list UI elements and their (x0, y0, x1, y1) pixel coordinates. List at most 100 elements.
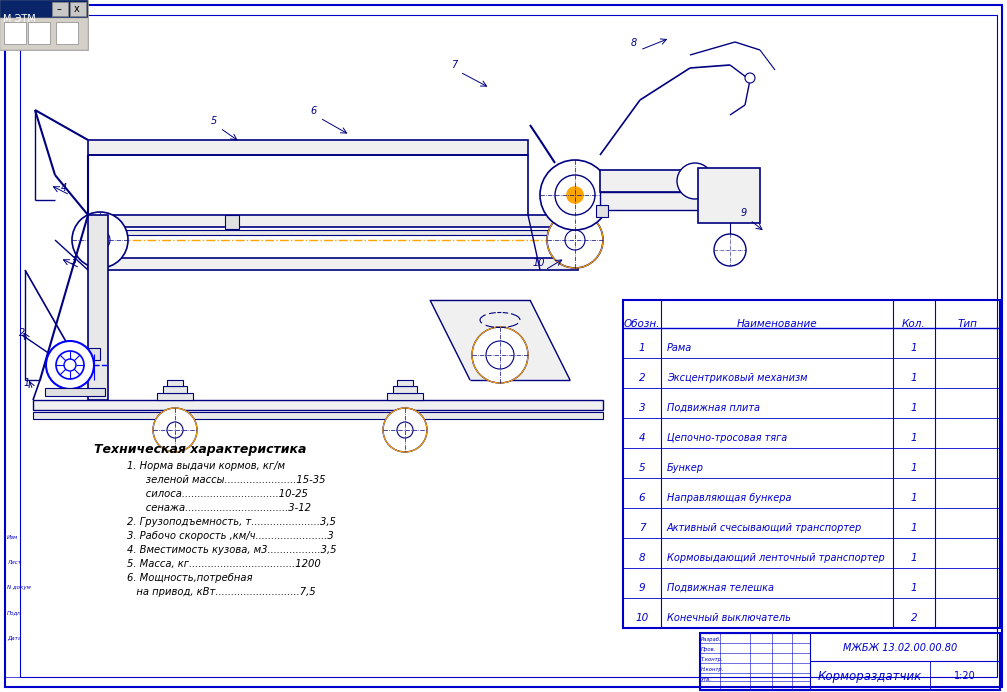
Text: Дата: Дата (7, 635, 21, 640)
Text: Разраб.: Разраб. (701, 637, 722, 642)
Text: Наименование: Наименование (737, 319, 818, 329)
Circle shape (46, 341, 94, 389)
Text: 2: 2 (19, 328, 25, 338)
Text: 5: 5 (210, 116, 218, 126)
Text: 1: 1 (910, 583, 917, 593)
Circle shape (472, 327, 528, 383)
Polygon shape (430, 300, 570, 380)
Text: 3: 3 (70, 256, 78, 266)
Bar (397, 380, 413, 386)
Text: 1: 1 (910, 433, 917, 443)
Text: 10: 10 (533, 258, 545, 268)
Bar (700, 633, 810, 690)
Text: 1: 1 (638, 343, 645, 353)
Text: 4: 4 (638, 433, 645, 443)
Text: сенажа.................................3-12: сенажа.................................3… (127, 503, 311, 513)
Text: 7: 7 (451, 60, 457, 70)
Bar (88, 215, 578, 227)
Text: 3. Рабочо скорость ,км/ч.......................3: 3. Рабочо скорость ,км/ч................… (127, 531, 333, 541)
Text: 1: 1 (910, 553, 917, 563)
Circle shape (90, 230, 110, 250)
Text: 1: 1 (910, 523, 917, 533)
Text: Утв.: Утв. (701, 677, 712, 682)
Text: Лист: Лист (7, 560, 21, 565)
Text: 4: 4 (60, 183, 67, 193)
Text: Н.контр.: Н.контр. (701, 667, 724, 672)
Bar (163, 386, 187, 393)
Bar (600, 170, 700, 192)
Circle shape (567, 187, 583, 203)
Bar (0, 0, 88, 18)
Text: силоса...............................10-25: силоса...............................10-… (127, 489, 308, 499)
Text: Техническая характеристика: Техническая характеристика (94, 443, 306, 456)
Text: Обозн.: Обозн. (623, 319, 661, 329)
Bar (157, 393, 193, 400)
Circle shape (167, 422, 183, 438)
Circle shape (745, 73, 755, 83)
Text: Подп: Подп (7, 610, 22, 615)
Circle shape (547, 212, 603, 268)
Text: 1: 1 (24, 378, 30, 388)
Circle shape (565, 230, 585, 250)
Circle shape (714, 234, 746, 266)
Bar (596, 205, 608, 217)
Bar (88, 140, 528, 155)
Text: 9: 9 (638, 583, 645, 593)
Bar (700, 633, 1000, 690)
Text: 6: 6 (311, 106, 317, 116)
Text: Направляющая бункера: Направляющая бункера (667, 493, 792, 503)
Bar (393, 386, 417, 393)
Circle shape (64, 359, 76, 371)
Text: Кол.: Кол. (902, 319, 925, 329)
Text: 2. Грузоподъемность, т......................3,5: 2. Грузоподъемность, т..................… (127, 517, 336, 527)
Text: Бункер: Бункер (667, 463, 704, 473)
Bar (88, 348, 100, 360)
Circle shape (555, 175, 595, 215)
Bar (70, 2, 86, 16)
Text: 10: 10 (635, 613, 649, 623)
Bar (88, 230, 578, 235)
Text: 3: 3 (638, 403, 645, 413)
Text: Тип: Тип (957, 319, 977, 329)
Text: Кормовыдающий ленточный транспортер: Кормовыдающий ленточный транспортер (667, 553, 885, 563)
Text: 2: 2 (910, 613, 917, 623)
Text: 1:20: 1:20 (954, 671, 976, 681)
Circle shape (540, 160, 610, 230)
Text: Изм: Изм (7, 535, 18, 540)
Text: 1: 1 (910, 343, 917, 353)
Text: N докум: N докум (7, 585, 31, 590)
Bar (88, 258, 578, 270)
Bar (698, 168, 760, 223)
Text: Т.контр.: Т.контр. (701, 657, 724, 662)
Text: Кормораздатчик: Кормораздатчик (818, 670, 922, 683)
Text: 5. Масса, кг..................................1200: 5. Масса, кг............................… (127, 559, 321, 569)
Text: Цепочно-тросовая тяга: Цепочно-тросовая тяга (667, 433, 787, 443)
Text: Подвижная телешка: Подвижная телешка (667, 583, 774, 593)
Bar (33, 412, 603, 419)
Text: Рама: Рама (667, 343, 692, 353)
Text: 8: 8 (630, 38, 637, 48)
Bar (225, 215, 239, 229)
Text: 4. Вместимость кузова, м3.................3,5: 4. Вместимость кузова, м3...............… (127, 545, 336, 555)
Bar (28, 22, 50, 44)
Text: 1: 1 (910, 493, 917, 503)
Text: 6. Мощность,потребная: 6. Мощность,потребная (127, 573, 253, 583)
Text: Пров.: Пров. (701, 647, 716, 652)
Circle shape (56, 351, 84, 379)
Circle shape (677, 163, 713, 199)
Text: на привод, кВт...........................7,5: на привод, кВт..........................… (127, 587, 315, 597)
Bar (5, 15, 20, 677)
Text: МЖБЖ 13.02.00.00.80: МЖБЖ 13.02.00.00.80 (843, 643, 957, 653)
Text: 5: 5 (638, 463, 645, 473)
Bar (45, 388, 105, 396)
Text: 9: 9 (741, 208, 747, 218)
Circle shape (397, 422, 413, 438)
Text: 8: 8 (638, 553, 645, 563)
Text: 1: 1 (910, 463, 917, 473)
Bar (623, 300, 1000, 628)
Text: –: – (57, 4, 61, 14)
Bar (0, 18, 88, 50)
Text: М ЭТМ: М ЭТМ (3, 14, 36, 24)
Text: 2: 2 (638, 373, 645, 383)
Text: Эксцентриковый механизм: Эксцентриковый механизм (667, 373, 808, 383)
